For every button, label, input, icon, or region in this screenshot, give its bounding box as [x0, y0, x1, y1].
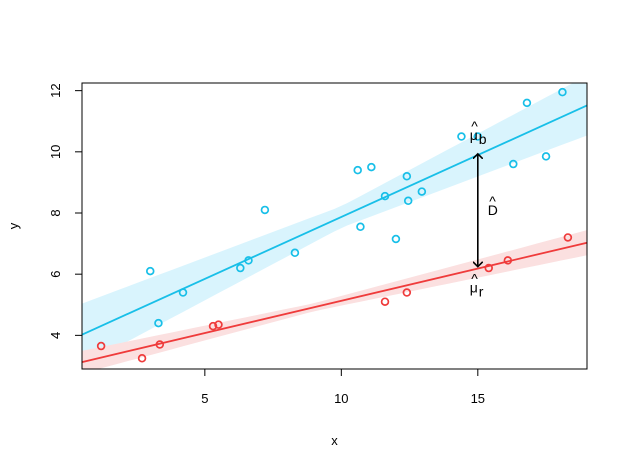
data-point-0-20: [558, 87, 567, 97]
data-point-0-7: [353, 165, 362, 175]
data-point-0-14: [417, 187, 427, 196]
data-point-0-5: [260, 205, 270, 215]
data-point-1-6: [402, 288, 412, 297]
fit-lines: [81, 104, 588, 363]
data-point-0-13: [403, 196, 413, 206]
data-point-0-6: [290, 248, 300, 258]
confidence-band-0: [82, 83, 587, 366]
data-point-1-3: [208, 321, 218, 331]
mu-b-label: μ^b: [470, 118, 487, 147]
confidence-bands: [82, 83, 587, 369]
y-tick-label-3: 10: [48, 145, 63, 159]
data-point-1-9: [563, 233, 573, 242]
y-tick-label-4: 12: [48, 83, 63, 97]
mu-b-label-symbol: μ: [470, 127, 478, 143]
x-axis-label: x: [331, 433, 338, 448]
data-point-0-19: [541, 152, 551, 161]
x-tick-label-1: 10: [334, 391, 348, 406]
x-tick-label-0: 5: [201, 391, 208, 406]
data-point-0-10: [380, 191, 390, 201]
data-point-1-4: [214, 320, 223, 329]
data-point-1-2: [155, 340, 165, 349]
data-point-1-5: [380, 297, 390, 306]
data-point-1-1: [137, 354, 147, 363]
d-label: D^: [488, 193, 498, 218]
data-points: [96, 87, 573, 363]
data-point-1-8: [503, 256, 513, 265]
data-point-0-4: [244, 256, 253, 265]
x-axis: 5 10 15: [201, 369, 485, 406]
x-tick-label-2: 15: [471, 391, 485, 406]
confidence-band-1: [82, 230, 587, 369]
data-point-0-11: [391, 234, 401, 244]
data-point-0-3: [236, 263, 245, 273]
mu-r-label-hat: ^: [471, 271, 478, 287]
y-axis: 4 6 8 10 12: [48, 83, 82, 339]
y-tick-label-1: 6: [48, 271, 63, 278]
data-point-0-12: [402, 172, 412, 181]
plot-frame: [81, 82, 588, 370]
data-point-1-0: [96, 341, 106, 351]
d-label-hat: ^: [489, 193, 496, 209]
mu-r-label: μ^r: [470, 271, 484, 300]
y-tick-label-0: 4: [48, 332, 63, 339]
mu-r-label-subscript: r: [479, 284, 484, 300]
data-point-0-9: [367, 162, 376, 172]
y-tick-label-2: 8: [48, 209, 63, 216]
fit-line-1: [81, 241, 588, 363]
mu-r-label-symbol: μ: [470, 280, 478, 296]
mu-b-label-hat: ^: [471, 118, 478, 134]
data-point-0-15: [457, 132, 466, 141]
annotations: μ^bμ^rD^: [470, 118, 498, 300]
data-point-0-0: [145, 266, 155, 276]
data-point-0-18: [522, 98, 532, 108]
data-point-0-1: [154, 318, 163, 328]
d-label-symbol: D: [488, 202, 498, 218]
mu-b-label-subscript: b: [479, 131, 487, 147]
data-point-0-2: [178, 288, 188, 297]
data-point-1-7: [484, 263, 493, 273]
data-point-0-8: [356, 222, 365, 232]
y-axis-label: y: [6, 222, 21, 229]
data-point-0-17: [509, 159, 518, 169]
data-point-0-16: [473, 132, 483, 141]
fit-line-0: [81, 104, 588, 336]
